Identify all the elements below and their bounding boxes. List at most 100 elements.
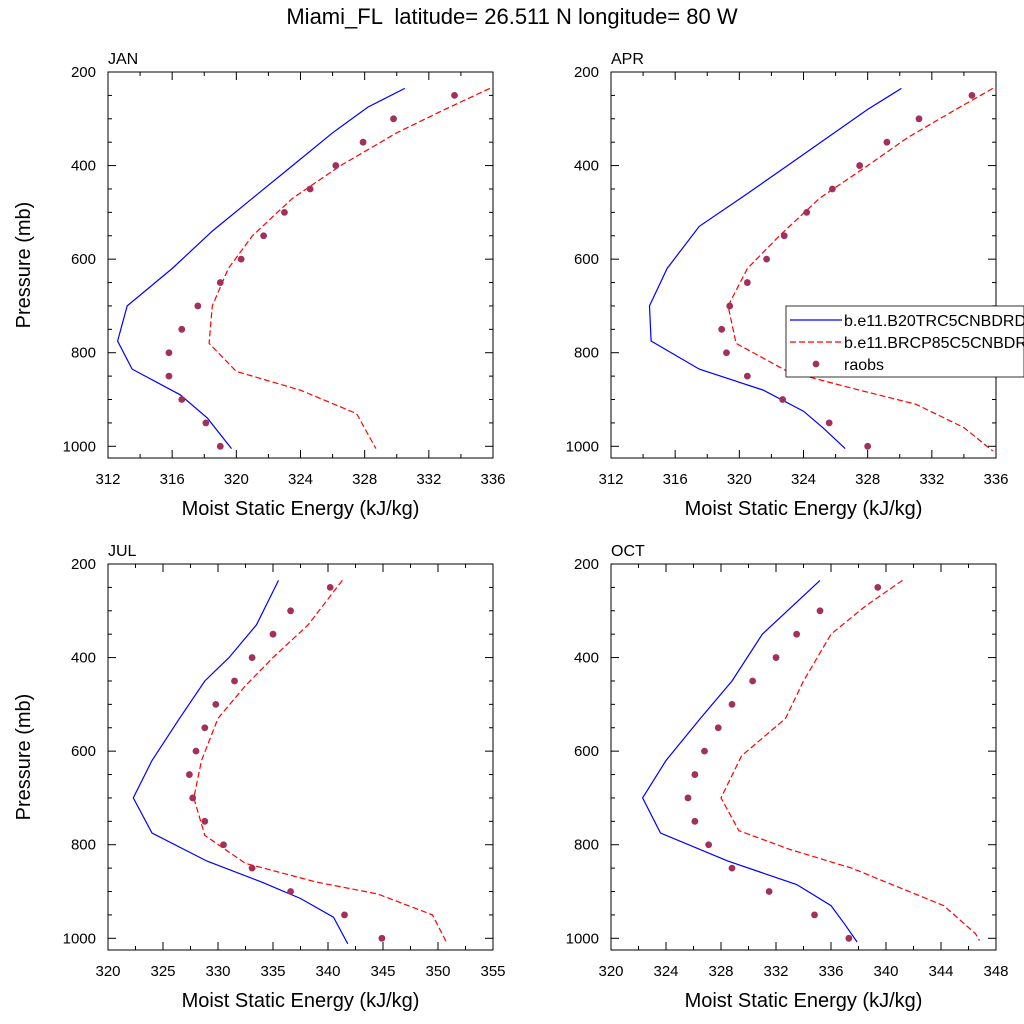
panel-oct: 320 324 328 332 336 340 344 348 200 400 600 800 1000…	[566, 543, 1009, 1012]
raobs-point	[743, 279, 751, 286]
raobs-point	[816, 607, 824, 615]
raobs-point	[306, 185, 314, 193]
raobs-point	[189, 794, 197, 802]
raobs-point	[772, 654, 780, 661]
series-line-b20trc5cnbdrd	[116, 87, 406, 449]
raobs-point	[883, 138, 891, 146]
raobs-point	[856, 162, 864, 169]
series-line-brcp85c5cnbdrd	[727, 87, 994, 452]
raobs-point	[714, 724, 722, 732]
raobs-point	[915, 115, 923, 123]
plot-frame-jan	[107, 71, 494, 459]
x-tick-label: 332	[919, 471, 944, 488]
y-axis-label: Pressure (mb)	[13, 202, 35, 329]
raobs-point	[220, 841, 227, 849]
x-tick-label: 316	[663, 471, 688, 488]
raobs-point	[390, 115, 397, 123]
x-tick-label: 324	[288, 471, 313, 488]
x-axis-label: Moist Static Energy (kJ/kg)	[685, 990, 923, 1012]
raobs-point	[828, 185, 836, 193]
raobs-point	[359, 138, 367, 146]
x-axis-label: Moist Static Energy (kJ/kg)	[182, 498, 420, 520]
raobs-point	[212, 700, 220, 708]
legend: b.e11.B20TRC5CNBDRD b.e11.BRCP85C5CNBDRD r…	[785, 305, 1024, 378]
raobs-point	[718, 325, 726, 333]
y-tick-label: 400	[574, 650, 599, 667]
series-line-b20trc5cnbdrd	[132, 580, 349, 945]
raobs-point	[287, 888, 294, 895]
raobs-point	[728, 700, 736, 708]
y-tick-label: 600	[574, 251, 599, 268]
y-tick-label: 1000	[63, 438, 96, 455]
x-tick-label: 344	[928, 963, 953, 980]
raobs-point	[705, 841, 713, 849]
x-tick-label: 340	[873, 963, 898, 980]
panel-apr: 312 316 320 324 328 332 336 200 400 600 800 1000 APR…	[566, 51, 1009, 520]
x-tick-label: 345	[370, 963, 395, 980]
x-tick-label: 350	[425, 963, 450, 980]
raobs-point	[326, 583, 334, 591]
series-line-b20trc5cnbdrd	[641, 579, 858, 943]
y-tick-label: 200	[574, 64, 599, 81]
panel-title-jul: JUL	[108, 543, 137, 560]
x-tick-label: 316	[160, 471, 185, 488]
raobs-point	[684, 794, 692, 802]
x-tick-label: 355	[480, 963, 505, 980]
x-tick-label: 312	[598, 471, 623, 488]
plot-area-jan	[116, 87, 491, 450]
x-tick-label: 332	[763, 963, 788, 980]
raobs-point	[194, 302, 202, 310]
raobs-point	[178, 325, 186, 333]
raobs-point	[201, 817, 209, 825]
raobs-point	[281, 208, 288, 216]
raobs-point	[192, 747, 200, 755]
x-tick-label: 330	[205, 963, 230, 980]
x-tick-label: 324	[791, 471, 816, 488]
raobs-point	[186, 771, 193, 778]
raobs-point	[864, 442, 872, 450]
x-tick-label: 340	[315, 963, 340, 980]
series-line-b20trc5cnbdrd	[648, 87, 902, 450]
y-tick-label: 600	[71, 743, 96, 760]
raobs-point	[165, 349, 173, 357]
raobs-point	[178, 396, 186, 403]
raobs-point	[201, 724, 209, 732]
raobs-point	[269, 630, 277, 638]
raobs-point	[332, 162, 340, 169]
raobs-point	[763, 255, 771, 263]
plot-frame-apr	[610, 71, 997, 459]
raobs-point	[765, 888, 773, 895]
raobs-point	[216, 279, 224, 286]
y-tick-label: 600	[71, 251, 96, 268]
raobs-point	[701, 747, 708, 755]
x-tick-label: 320	[95, 963, 120, 980]
raobs-point	[874, 583, 882, 591]
legend-box	[785, 305, 1024, 378]
y-tick-label: 200	[71, 64, 96, 81]
series-line-brcp85c5cnbdrd	[193, 580, 448, 944]
series-line-brcp85c5cnbdrd	[720, 579, 981, 941]
raobs-point	[341, 911, 348, 919]
raobs-point	[231, 677, 238, 685]
raobs-point	[287, 607, 294, 615]
y-tick-label: 800	[574, 837, 599, 854]
raobs-point	[825, 419, 833, 427]
raobs-point	[780, 232, 788, 240]
x-tick-label: 335	[260, 963, 285, 980]
raobs-point	[749, 677, 757, 685]
x-tick-label: 320	[224, 471, 249, 488]
plot-area-oct	[641, 579, 981, 943]
panel-jul: 320 325 330 335 340 345 350 355 200 400 600 800 1000…	[13, 543, 506, 1012]
legend-label: raobs	[844, 357, 884, 374]
x-axis-label: Moist Static Energy (kJ/kg)	[182, 990, 420, 1012]
series-line-brcp85c5cnbdrd	[208, 87, 491, 449]
x-tick-label: 328	[708, 963, 733, 980]
panel-title-apr: APR	[611, 51, 644, 68]
x-tick-label: 320	[598, 963, 623, 980]
y-tick-label: 800	[71, 837, 96, 854]
legend-label: b.e11.B20TRC5CNBDRD	[844, 313, 1024, 330]
x-tick-label: 312	[95, 471, 120, 488]
x-tick-label: 324	[653, 963, 678, 980]
y-tick-label: 800	[71, 345, 96, 362]
